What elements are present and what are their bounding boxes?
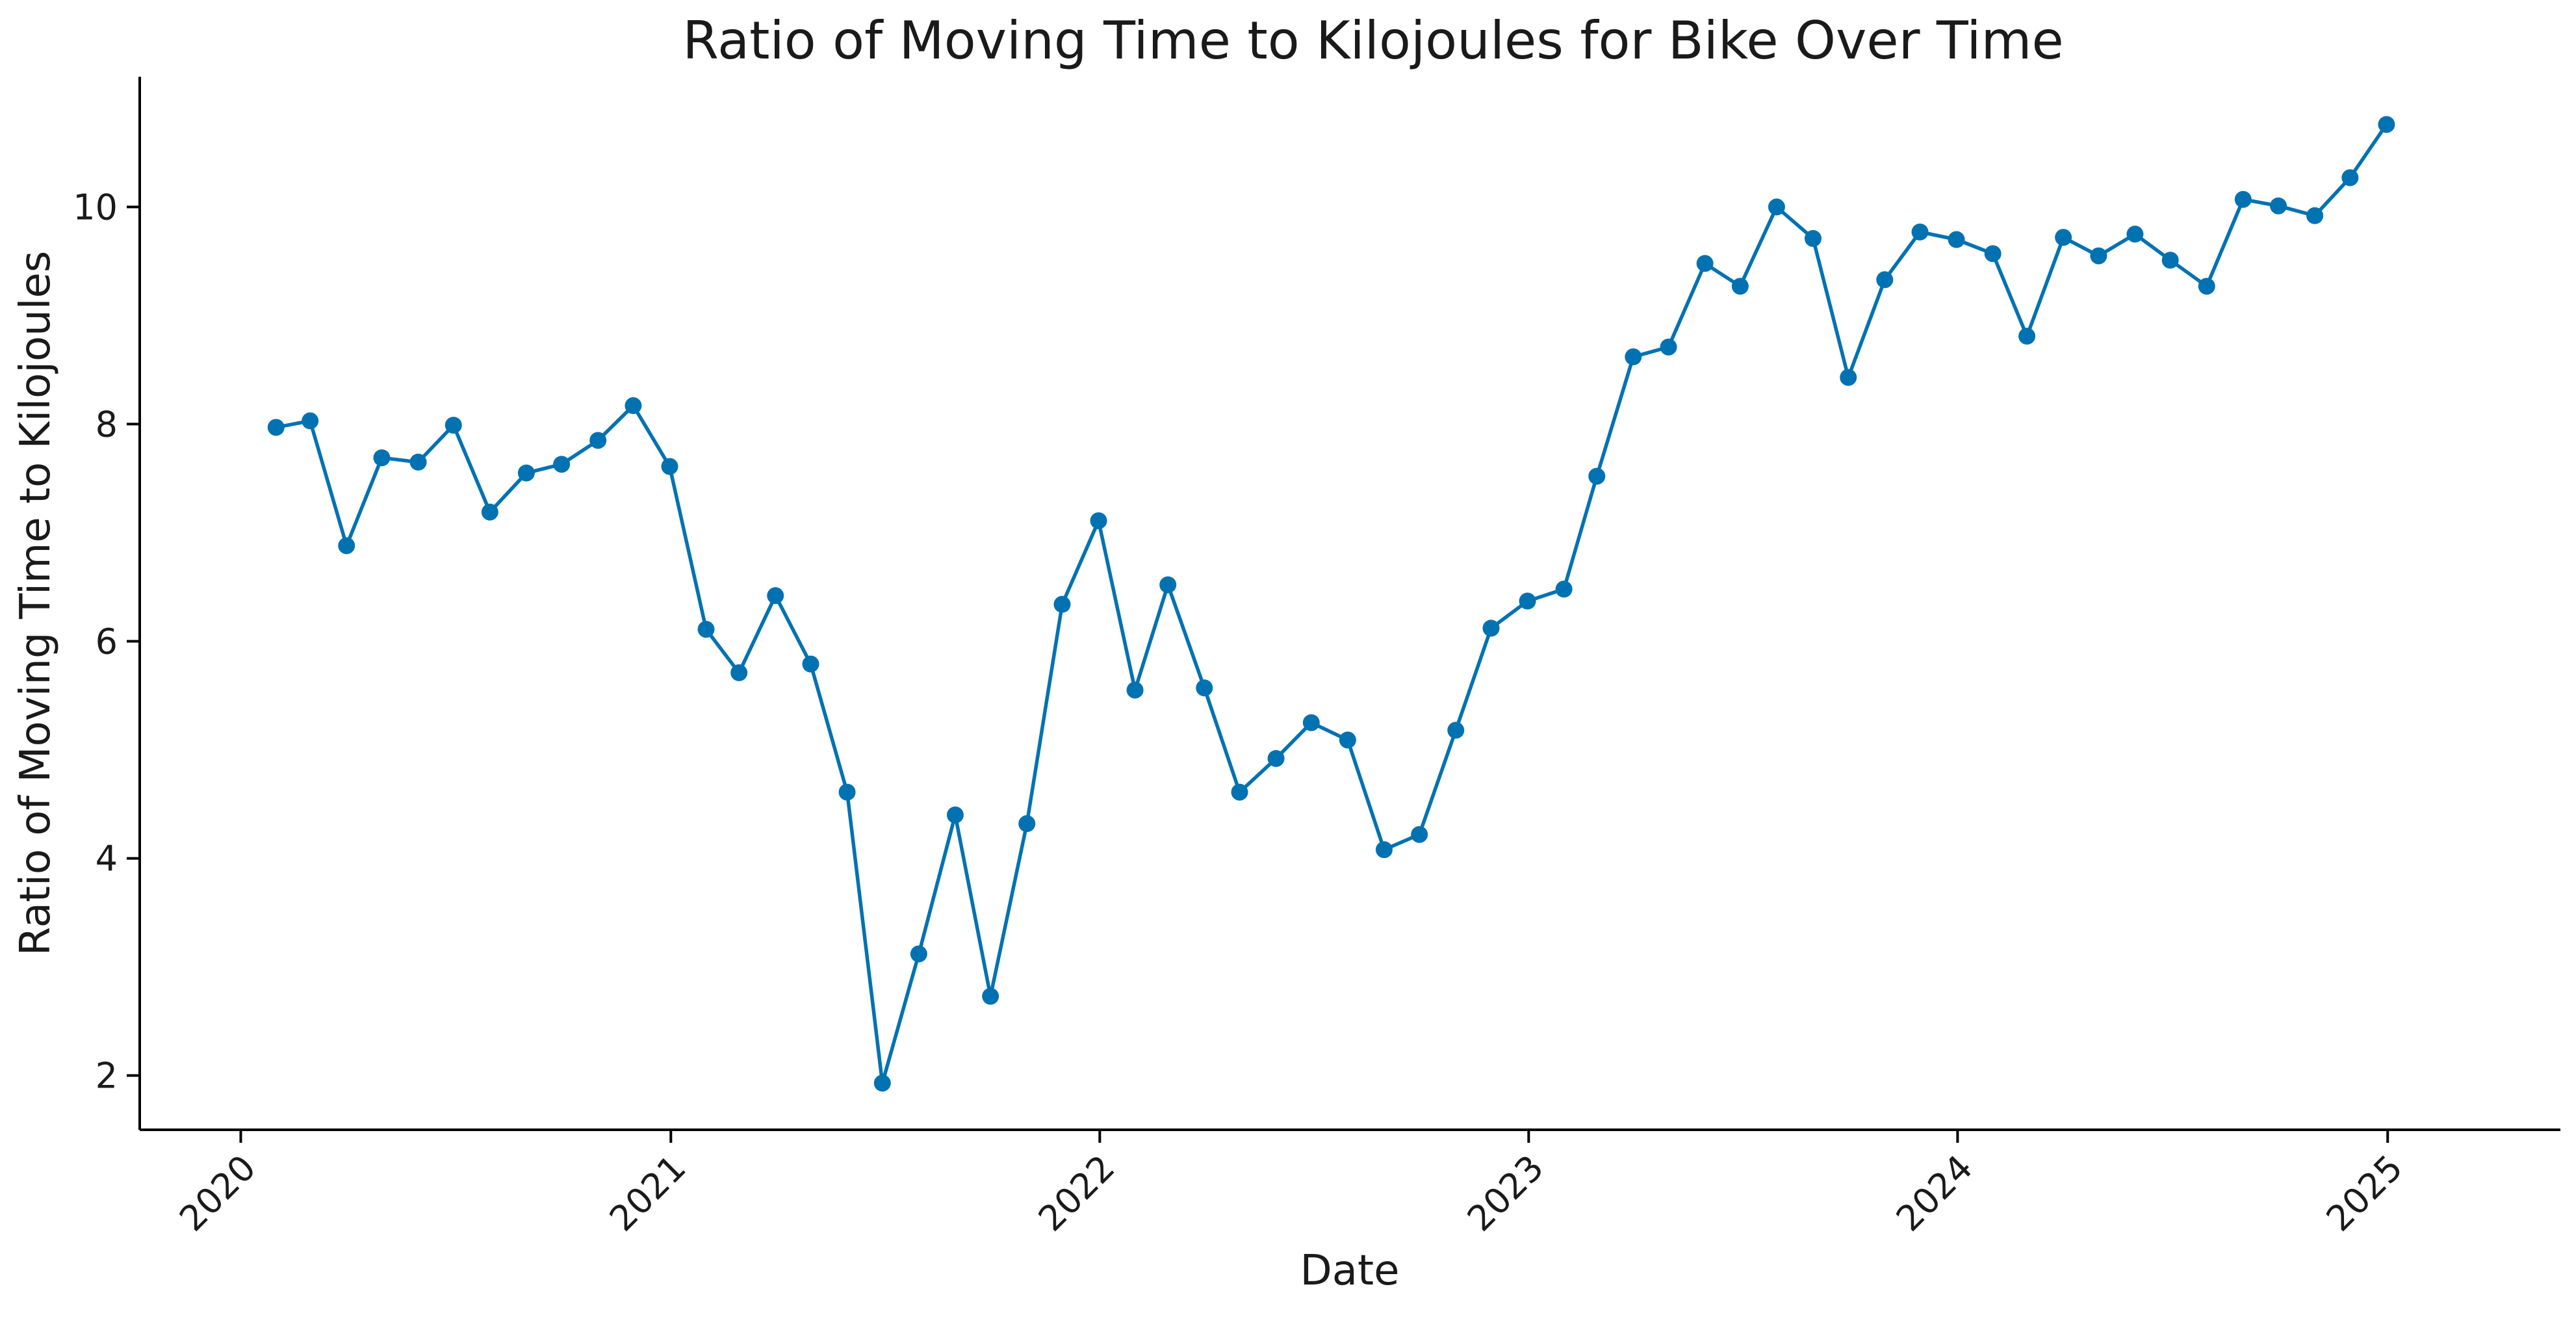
y-ticks: 2 4 6 8 10 [73,187,140,1096]
data-point [1196,679,1213,697]
x-ticks: 2020 2021 2022 2023 2024 2025 [172,1130,2410,1239]
data-point [1731,278,1749,295]
data-point [1555,580,1573,598]
data-point [2126,226,2144,243]
data-point [1267,750,1285,767]
data-point [697,621,715,638]
series-line [276,123,2388,1085]
data-point [1018,815,1036,833]
data-point [661,458,678,475]
data-point [2198,278,2215,295]
data-point [373,449,391,467]
data-point [802,655,819,673]
data-point [1696,255,1714,272]
data-point [1482,619,1500,637]
data-point [302,412,319,430]
y-tick-label: 10 [73,187,118,228]
y-tick-label: 8 [96,404,118,445]
data-point [730,664,748,681]
data-point [267,419,285,436]
data-point [338,537,355,554]
data-point [1339,731,1356,749]
data-point [1053,595,1071,613]
series-layer [267,116,2395,1092]
data-point [589,432,607,449]
data-point [2341,169,2359,187]
data-point [2234,190,2252,208]
data-point [946,806,964,824]
data-point [873,1075,891,1092]
data-point [1447,722,1465,739]
data-point [1126,681,1144,699]
data-point [1411,826,1428,843]
data-point [2018,328,2036,345]
data-point [2161,252,2179,269]
x-axis-label: Date [1300,1247,1400,1295]
data-point [910,945,927,963]
data-point [1519,592,1536,610]
y-tick-label: 2 [96,1055,118,1096]
data-point [409,453,427,471]
data-point [982,987,999,1005]
y-tick-label: 6 [96,621,118,662]
x-tick-label: 2024 [1888,1147,1981,1240]
x-tick-label: 2021 [602,1147,694,1240]
data-point [1876,271,1894,289]
data-point [444,417,462,434]
data-point [2270,197,2287,215]
data-point [1231,783,1248,801]
data-point [1625,348,1642,365]
data-point [1984,245,2002,263]
data-point [1804,229,1822,247]
data-point [553,456,571,473]
data-point [838,783,856,801]
y-axis-label: Ratio of Moving Time to Kilojoules [12,251,60,956]
data-point [1090,512,1107,530]
data-point [1840,369,1857,386]
data-point [2055,229,2072,246]
data-point [1302,714,1320,731]
y-tick-label: 4 [96,838,118,879]
data-point [1660,338,1677,356]
data-point [2090,247,2107,265]
data-point [481,503,498,521]
x-tick-label: 2025 [2319,1147,2411,1240]
data-point [2378,116,2395,133]
data-point [1948,231,1965,248]
data-point [1375,841,1393,859]
data-point [625,397,642,415]
x-tick-label: 2022 [1031,1147,1123,1240]
plot-area: 2 4 6 8 10 2020 2021 2022 2023 2024 2025 [73,77,2560,1239]
chart-title: Ratio of Moving Time to Kilojoules for B… [682,10,2063,71]
x-tick-label: 2023 [1460,1147,1552,1240]
data-point [767,587,784,605]
data-point [1159,576,1177,593]
data-point [1911,223,1929,241]
data-point [1768,198,1785,216]
data-point [1588,467,1606,485]
data-point [2306,207,2324,224]
x-tick-label: 2020 [172,1147,264,1240]
data-point [517,464,535,482]
